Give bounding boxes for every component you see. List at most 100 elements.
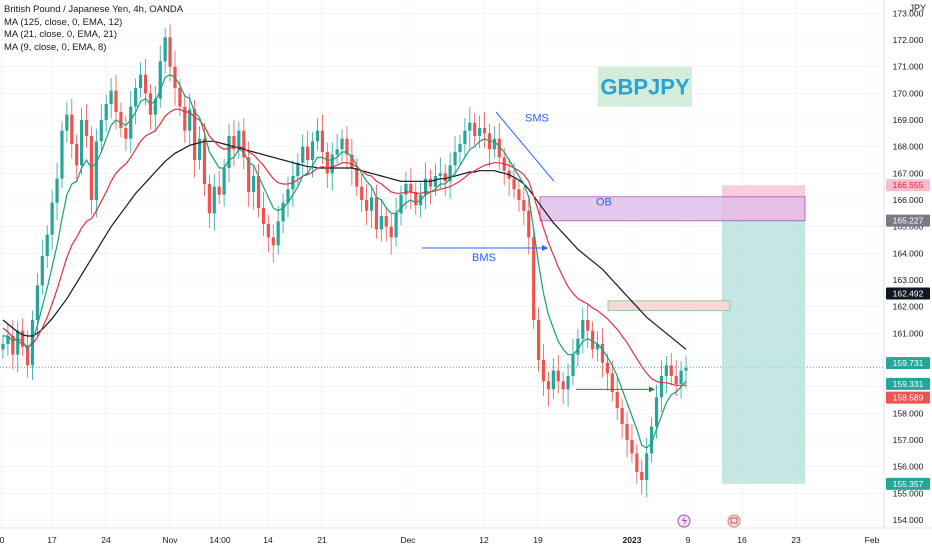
bms-label: BMS — [472, 252, 496, 264]
candle-body — [296, 162, 300, 176]
candle-body — [217, 186, 221, 195]
candle-body — [571, 354, 575, 376]
price-label-box — [886, 179, 930, 192]
candle-body — [232, 136, 236, 150]
candle-body — [163, 37, 167, 62]
price-label-text: 158.589 — [893, 393, 924, 403]
x-tick-label: Feb — [865, 535, 880, 545]
candle-body — [679, 370, 683, 384]
take-profit-zone — [722, 220, 805, 484]
bms-arrow-head — [542, 245, 548, 251]
candle-body — [261, 208, 266, 224]
candle-body — [75, 144, 79, 166]
candle-body — [158, 61, 162, 99]
candle-body — [276, 221, 280, 246]
candle-body — [45, 234, 49, 256]
price-label-158-589: 158.589 — [886, 391, 930, 404]
candle-body — [433, 176, 438, 187]
price-label-box — [886, 357, 930, 370]
candle-body — [50, 202, 54, 235]
candle-body — [197, 138, 202, 160]
price-label-165-227: 165.227 — [886, 214, 930, 227]
candle-body — [566, 376, 570, 390]
candle-body — [409, 184, 413, 192]
y-tick-label: 163.000 — [893, 275, 924, 285]
candle-body — [399, 194, 403, 214]
candle-body — [576, 338, 580, 355]
candle-body — [615, 392, 619, 408]
candle-body — [394, 213, 398, 238]
sms-line — [495, 111, 555, 182]
candle-body — [463, 130, 467, 144]
candle-body — [345, 138, 349, 155]
y-tick-label: 169.000 — [893, 115, 924, 125]
candle-body — [536, 320, 541, 360]
legend-ma-125[interactable]: MA (125, close, 0, EMA, 12) — [4, 16, 123, 28]
y-tick-label: 162.000 — [893, 302, 924, 312]
price-label-159-331: 159.331 — [886, 377, 930, 390]
price-label-box — [886, 214, 930, 227]
candle-body — [669, 365, 673, 376]
candle-body — [315, 130, 320, 142]
candle-body — [188, 109, 192, 131]
y-tick-label: 172.000 — [893, 35, 924, 45]
y-tick-label: 167.000 — [893, 168, 924, 178]
candle-body — [650, 426, 654, 454]
candle-body — [365, 200, 369, 211]
candle-body — [482, 128, 487, 134]
candle-body — [551, 370, 555, 390]
legend-ma-21[interactable]: MA (21, close, 0, EMA, 21) — [4, 29, 117, 40]
y-tick-label: 161.000 — [893, 328, 924, 338]
candle-body — [80, 120, 84, 166]
candle-body — [527, 210, 531, 238]
candle-body — [630, 440, 634, 454]
candle-body — [512, 178, 516, 190]
candle-body — [497, 138, 501, 158]
candle-body — [600, 344, 605, 363]
x-tick-label: 12 — [479, 535, 489, 545]
candle-body — [1, 344, 5, 350]
y-tick-label: 171.000 — [893, 62, 924, 72]
candle-body — [546, 381, 551, 390]
candle-body — [21, 330, 25, 347]
candle-body — [30, 320, 35, 366]
candle-body — [25, 346, 30, 366]
candle-body — [468, 122, 472, 131]
legend-symbol-title[interactable]: British Pound / Japanese Yen, 4h, OANDA — [4, 4, 184, 15]
candle-body — [404, 184, 408, 195]
candle-body — [99, 120, 103, 142]
candle-body — [40, 256, 44, 286]
price-label-155-357: 155.357 — [886, 477, 930, 490]
legend-ma-9[interactable]: MA (9, close, 0, EMA, 8) — [4, 41, 107, 53]
candle-body — [453, 152, 457, 166]
candle-body — [129, 106, 133, 139]
candle-body — [664, 365, 668, 376]
candle-body — [369, 197, 374, 211]
candle-body — [320, 130, 324, 152]
price-label-text: 159.331 — [893, 379, 924, 389]
y-tick-label: 164.000 — [893, 248, 924, 258]
price-label-text: 155.357 — [893, 479, 924, 489]
price-axis-currency: JPY — [909, 3, 926, 13]
y-tick-label: 157.000 — [893, 435, 924, 445]
candle-body — [286, 189, 290, 203]
y-tick-label: 168.000 — [893, 142, 924, 152]
candle-body — [256, 176, 261, 208]
candle-body — [360, 186, 364, 200]
candle-body — [104, 104, 108, 120]
calendar-icon — [730, 517, 738, 524]
x-tick-label: 19 — [533, 535, 543, 545]
candle-body — [6, 336, 10, 344]
lightning-icon — [682, 516, 687, 526]
candle-body — [428, 178, 433, 187]
economic-event-icon — [727, 514, 741, 528]
x-tick-label: 9 — [686, 535, 691, 545]
y-tick-label: 165.000 — [893, 222, 924, 232]
y-tick-label: 158.000 — [893, 408, 924, 418]
price-label-box — [886, 287, 930, 300]
candle-body — [207, 184, 211, 214]
price-label-text: 165.227 — [893, 216, 924, 226]
candle-body — [448, 165, 452, 182]
